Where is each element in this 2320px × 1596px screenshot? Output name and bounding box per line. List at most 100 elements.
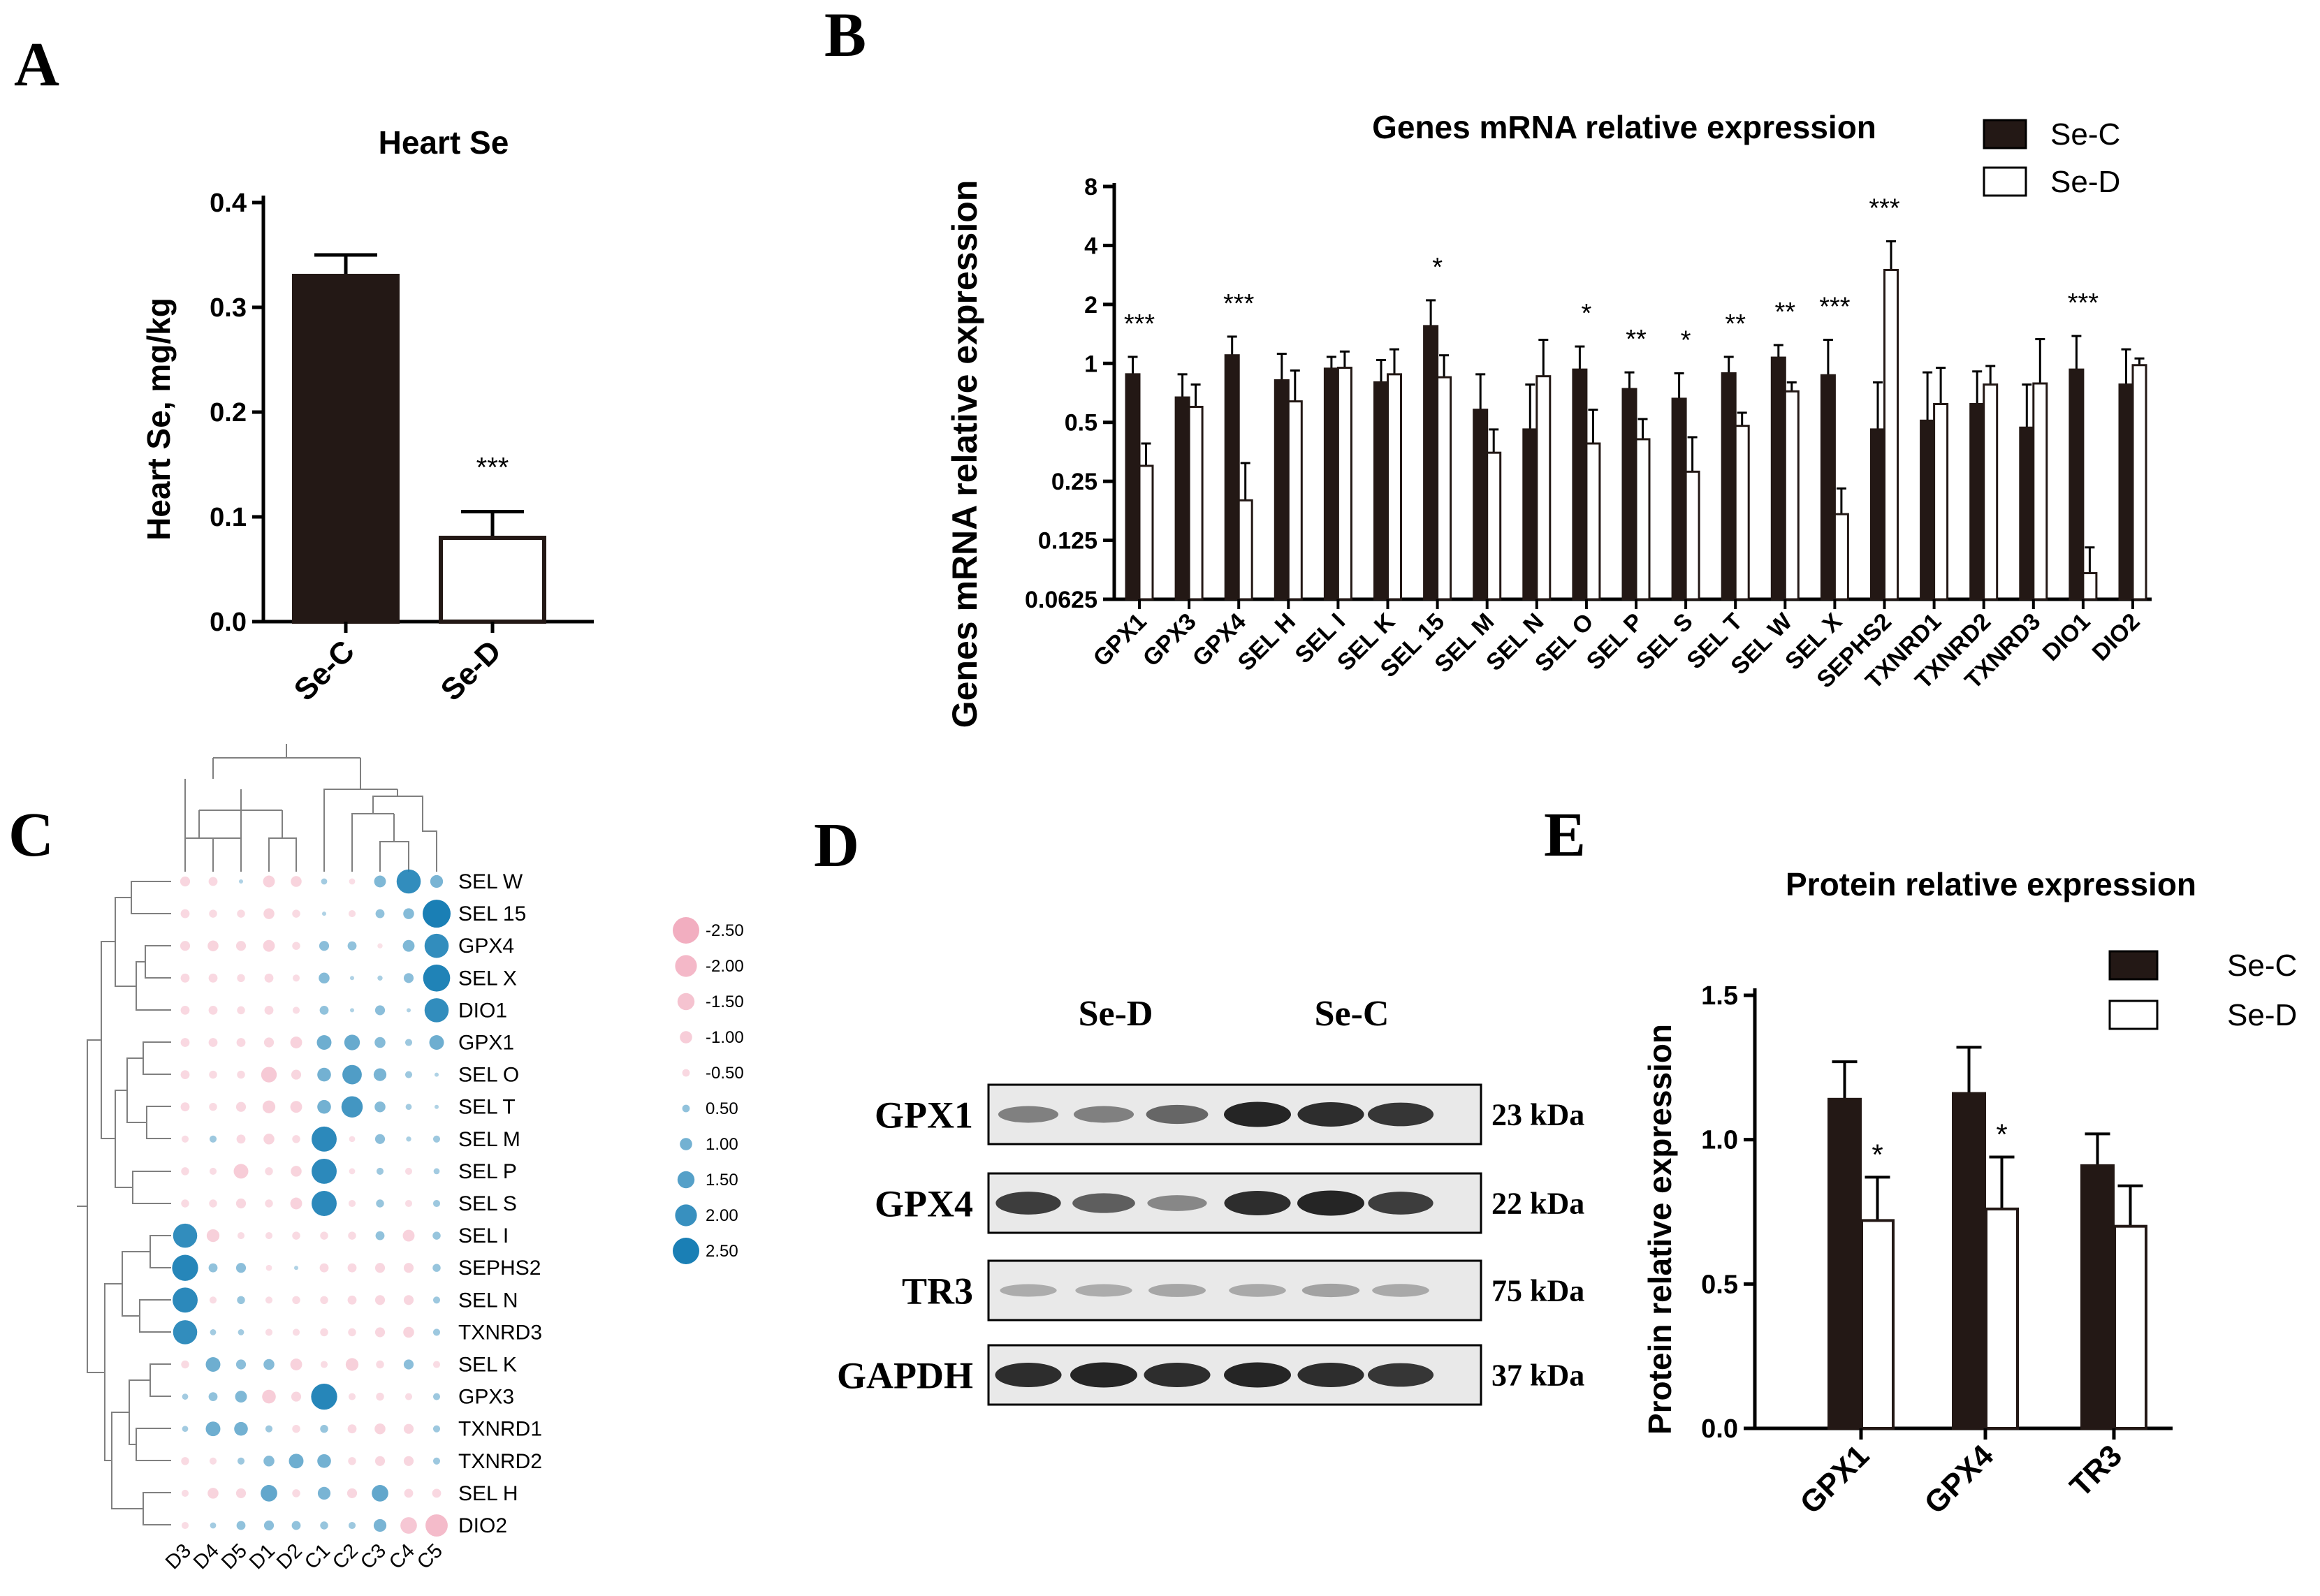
bar-tr3-se-d [2113,1224,2147,1430]
heatmap-dot-txnrd1-d4 [205,1421,221,1437]
heatmap-dot-sel-s-d5 [235,1198,247,1209]
heatmap-dot-sel-k-c4 [403,1359,414,1370]
heatmap-dot-sel-p-c4 [404,1167,413,1175]
blot-band-gapdh-lane-2 [1070,1362,1137,1388]
bar-sel-n-se-d [1535,375,1552,601]
heatmap-dot-sel-p-c1 [312,1158,337,1184]
bar-sel-w-se-d [1783,390,1800,601]
bar-gpx4-se-d [1985,1207,2019,1430]
ytick-label: 0.4 [210,189,247,218]
heatmap-dot-dio2-c3 [373,1518,387,1532]
heatmap-dot-gpx4-c3 [377,943,383,949]
heatmap-dot-dio2-d1 [263,1520,275,1531]
heatmap-dot-gpx3-c1 [311,1383,337,1410]
heatmap-dot-txnrd1-c4 [403,1423,414,1434]
heatmap-dot-gpx1-c4 [404,1039,413,1046]
significance-marker: * [1432,253,1443,282]
heatmap-dot-sel-h-c4 [404,1488,414,1498]
heatmap-row-label: GPX1 [458,1032,514,1055]
heatmap-dot-sel-k-c2 [345,1358,359,1371]
heatmap-dot-gpx1-c5 [429,1035,444,1050]
heatmap-dot-txnrd1-d5 [234,1421,248,1436]
bar-dio2-se-c [2118,383,2134,601]
heatmap-dot-dio1-d4 [208,1006,218,1015]
blot-band-gapdh-lane-4 [1224,1362,1291,1388]
heatmap-dot-sel-o-d5 [237,1070,245,1079]
heatmap-dot-sel-x-c2 [350,976,354,981]
heatmap-dot-sel-w-c1 [321,878,328,885]
bar-se-d [439,536,546,624]
ytick-label: 8 [1084,174,1097,200]
heatmap-dot-sel-p-d1 [265,1167,273,1176]
heatmap-dot-sel-h-d2 [292,1489,300,1498]
heatmap-dot-sel-n-c1 [320,1296,328,1305]
heatmap-dot-sel-p-d5 [233,1164,249,1179]
bar-txnrd1-se-c [1920,419,1936,601]
heatmap-dot-sephs2-c4 [403,1263,414,1273]
dendrogram-branch [213,837,242,872]
heatmap-dot-sel-m-d4 [209,1135,217,1143]
legend-label-se-d: Se-D [2227,998,2297,1032]
heatmap-dot-sel-t-d3 [180,1102,190,1112]
heatmap-dot-dio2-c2 [348,1521,356,1530]
heatmap-dot-gpx4-d2 [292,942,300,950]
heatmap-dot-txnrd2-c3 [374,1456,386,1466]
panel-a-chart: Heart Se Heart Se, mg/kg 0.0 0.1 0.2 0.3 0.4… [140,124,594,708]
blot-band-gapdh-lane-5 [1297,1363,1364,1387]
chart-a-bars: Se-C Se-D *** [288,253,546,708]
xtick-label-sel-h: SEL H [1233,608,1301,676]
chart-b-yticks: 0.0625 0.125 0.25 0.5 1 2 4 8 [1025,174,1114,613]
heatmap-dot-sel-n-c4 [403,1295,414,1305]
heatmap-row-label: GPX3 [458,1386,514,1409]
bar-sel-h-se-c [1274,379,1290,601]
xtick-label-tr3: TR3 [2064,1438,2129,1503]
heatmap-dot-sel-w-d3 [180,876,191,887]
heatmap-dot-txnrd3-d5 [238,1329,245,1335]
heatmap-dot-sel-n-d2 [292,1296,300,1305]
blot-band-gpx1-lane-5 [1297,1102,1364,1127]
heatmap-dot-txnrd3-c1 [320,1328,328,1337]
heatmap-row-label: SEL M [458,1128,520,1151]
bar-gpx3-se-c [1174,396,1190,601]
chart-a-ylabel: Heart Se, mg/kg [140,298,177,541]
panel-c-heatmap: SEL W SEL 15 GPX4 SEL X DIO1 GPX1 SEL O SEL T SE… [77,744,744,1574]
chart-b-title: Genes mRNA relative expression [1372,109,1876,145]
heatmap-dot-dio1-d3 [180,1006,190,1015]
heatmap-dot-sel-k-d3 [181,1360,189,1369]
heatmap-row-label: SEL P [458,1160,517,1183]
heatmap-dot-sel-o-c2 [342,1064,362,1085]
heatmap-dendrograms [77,744,437,1525]
blot-band-gpx1-lane-1 [998,1106,1059,1123]
heatmap-dot-txnrd2-d2 [289,1454,304,1469]
panel-label-e: E [1544,800,1586,870]
heatmap-dot-sel-o-c1 [317,1067,331,1082]
heatmap-dot-txnrd2-d3 [181,1457,189,1465]
heatmap-dot-sel-x-d5 [237,974,245,983]
panel-b-chart: Genes mRNA relative expression Genes mRN… [945,109,2152,728]
heatmap-row-label: SEL S [458,1192,517,1215]
bar-sel-k-se-d [1387,373,1402,601]
heatmap-dot-sel-p-d2 [291,1166,302,1177]
heatmap-dot-sel-n-c3 [374,1295,386,1305]
xtick-label-gpx1: GPX1 [1088,608,1152,672]
bar-sel-t-se-c [1721,372,1737,601]
significance-marker: * [1681,325,1691,355]
significance-marker: ** [1725,309,1746,339]
dendrogram-branch [115,897,136,987]
chart-e-ylabel: Protein relative expression [1642,1024,1678,1435]
heatmap-dot-sel-m-d5 [236,1134,246,1144]
heatmap-dot-gpx3-c5 [432,1393,441,1400]
heatmap-row-label: SEL O [458,1064,519,1087]
heatmap-dot-txnrd3-d4 [210,1329,217,1335]
blot-strip-tr3 [987,1259,1482,1322]
xtick-label-dio2: DIO2 [2087,608,2145,666]
heatmap-dot-sel-t-c5 [435,1104,439,1109]
dendrogram-branch [145,945,171,979]
heatmap-dot-sel-k-d5 [235,1359,247,1370]
heatmap-dot-txnrd1-d3 [182,1426,189,1433]
blot-band-gapdh-lane-6 [1367,1363,1434,1387]
legend-dot [680,1138,692,1150]
heatmap-dot-txnrd2-c4 [403,1456,414,1466]
blot-band-gapdh-lane-3 [1144,1363,1211,1387]
chart-e-title: Protein relative expression [1786,866,2196,902]
